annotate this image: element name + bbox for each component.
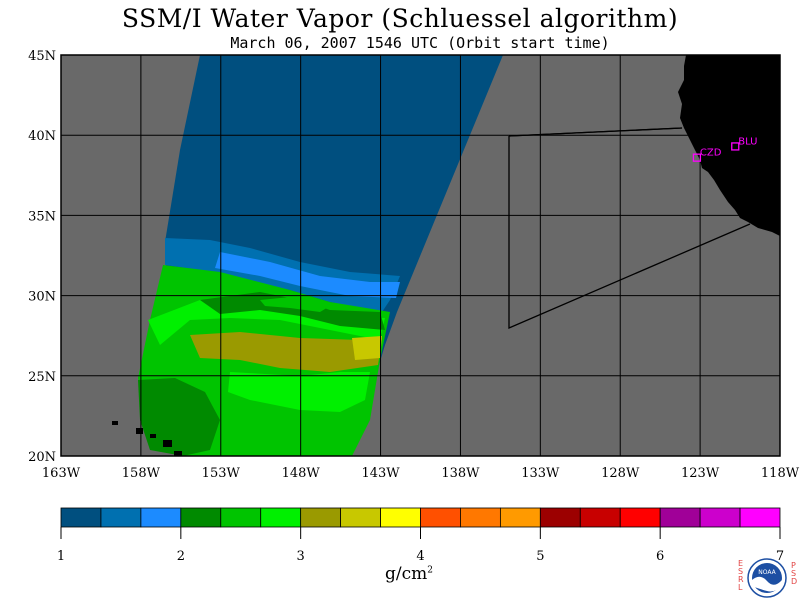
map-title: SSM/I Water Vapor (Schluessel algorithm) bbox=[121, 4, 679, 33]
colorbar-tick-label: 4 bbox=[416, 549, 424, 564]
colorbar bbox=[60, 507, 781, 528]
colorbar-tick-label: 6 bbox=[656, 549, 664, 564]
longitude-tick-label: 143W bbox=[361, 466, 400, 481]
latitude-tick-label: 40N bbox=[28, 129, 56, 144]
noaa-logo: NOAA bbox=[747, 558, 787, 598]
colorbar-swatch bbox=[579, 507, 621, 528]
longitude-tick-label: 148W bbox=[282, 466, 321, 481]
colorbar-swatch bbox=[260, 507, 302, 528]
longitude-tick-label: 153W bbox=[202, 466, 241, 481]
colorbar-swatch bbox=[619, 507, 661, 528]
longitude-tick-label: 163W bbox=[42, 466, 81, 481]
colorbar-swatch bbox=[140, 507, 182, 528]
latitude-tick-labels: 20N 25N 30N 35N 40N 45N bbox=[28, 49, 56, 465]
colorbar-swatch bbox=[699, 507, 741, 528]
colorbar-swatch bbox=[220, 507, 262, 528]
colorbar-tick-label: 3 bbox=[297, 549, 305, 564]
latitude-tick-label: 20N bbox=[28, 450, 56, 465]
station-label: CZD bbox=[700, 148, 722, 159]
psd-text: PSD bbox=[791, 561, 798, 586]
station-label: BLU bbox=[738, 136, 757, 147]
longitude-tick-label: 158W bbox=[122, 466, 161, 481]
colorbar-swatch bbox=[499, 507, 541, 528]
colorbar-swatch bbox=[380, 507, 421, 528]
longitude-tick-label: 118W bbox=[761, 466, 800, 481]
noaa-emblem-text: NOAA bbox=[758, 569, 776, 576]
longitude-tick-label: 133W bbox=[521, 466, 560, 481]
longitude-tick-label: 123W bbox=[681, 466, 720, 481]
colorbar-swatch bbox=[539, 507, 581, 528]
esrl-text: ESRL bbox=[738, 559, 744, 592]
latitude-tick-label: 25N bbox=[28, 370, 56, 385]
latitude-tick-label: 35N bbox=[28, 209, 56, 224]
colorbar-swatch bbox=[460, 507, 501, 528]
lat-lon-grid bbox=[61, 55, 780, 456]
colorbar-tick-label: 2 bbox=[177, 549, 185, 564]
swath-data bbox=[138, 55, 503, 456]
colorbar-unit: g/cm2 bbox=[385, 564, 433, 584]
colorbar-swatch bbox=[180, 507, 222, 528]
colorbar-tick-label: 7 bbox=[776, 549, 784, 564]
colorbar-swatch bbox=[340, 507, 381, 528]
colorbar-swatch bbox=[60, 507, 102, 528]
colorbar-swatch bbox=[420, 507, 461, 528]
colorbar-swatch bbox=[739, 507, 781, 528]
station-marker bbox=[731, 142, 740, 151]
colorbar-tick-label: 5 bbox=[536, 549, 544, 564]
latitude-tick-label: 45N bbox=[28, 49, 56, 64]
flight-track-leg bbox=[508, 136, 751, 329]
longitude-tick-labels: 163W 158W 153W 148W 143W 138W 133W 128W 123W 118W bbox=[42, 466, 800, 481]
colorbar-swatch bbox=[659, 507, 701, 528]
map-frame bbox=[60, 54, 781, 457]
map-subtitle: March 06, 2007 1546 UTC (Orbit start tim… bbox=[230, 34, 610, 52]
longitude-tick-label: 128W bbox=[601, 466, 640, 481]
hawaiian-islands bbox=[112, 421, 182, 456]
colorbar-tick-labels: 1 2 3 4 5 6 7 bbox=[57, 527, 784, 564]
colorbar-tick-label: 1 bbox=[57, 549, 65, 564]
colorbar-swatch bbox=[100, 507, 142, 528]
latitude-tick-label: 30N bbox=[28, 290, 56, 305]
colorbar-swatch bbox=[300, 507, 342, 528]
longitude-tick-label: 138W bbox=[441, 466, 480, 481]
station-marker bbox=[692, 153, 702, 162]
stations: CZD BLU bbox=[692, 136, 758, 162]
north-america-landmass bbox=[678, 55, 780, 236]
